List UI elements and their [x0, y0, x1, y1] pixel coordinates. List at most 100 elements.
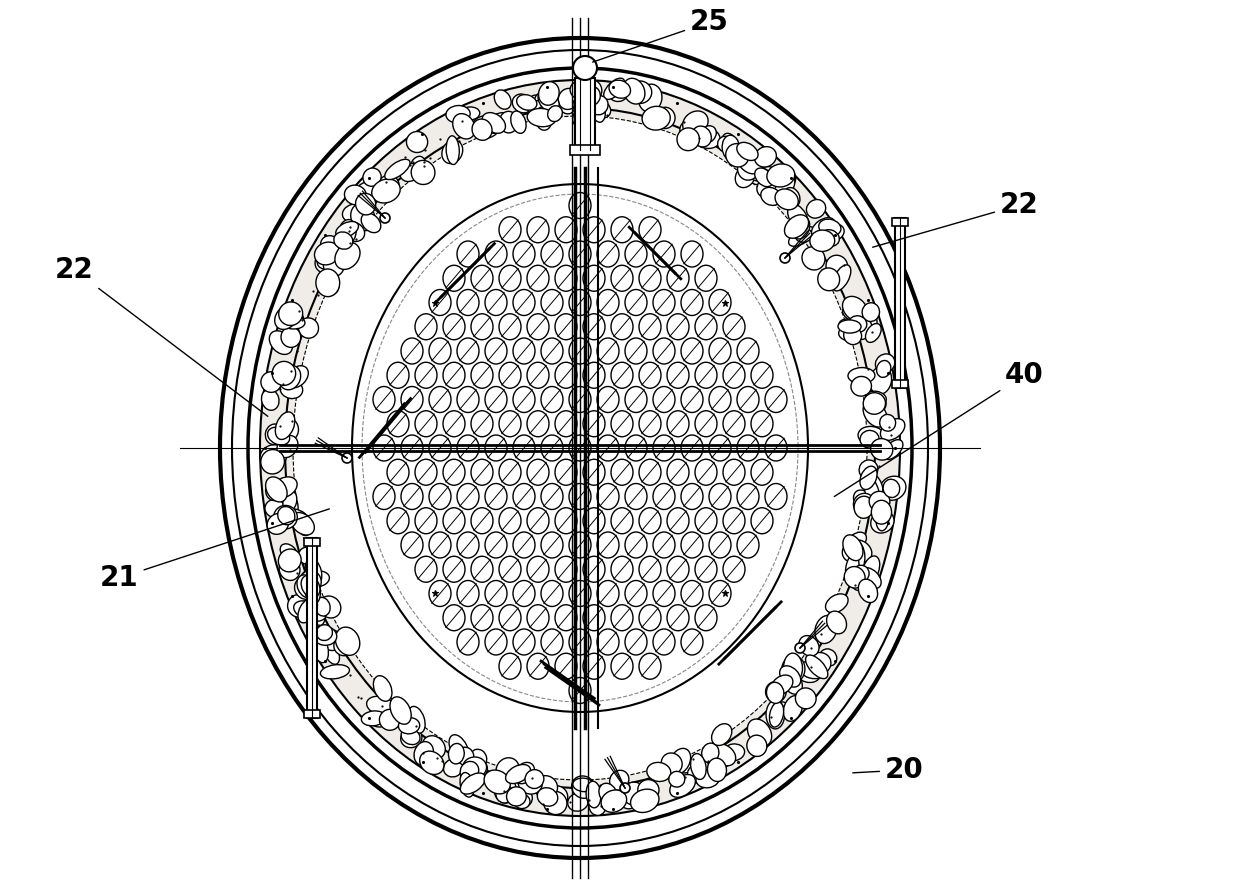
Ellipse shape — [458, 483, 479, 510]
Ellipse shape — [611, 266, 632, 291]
Ellipse shape — [709, 338, 732, 364]
Ellipse shape — [275, 412, 295, 440]
Ellipse shape — [653, 289, 675, 315]
Ellipse shape — [647, 763, 671, 781]
Ellipse shape — [443, 508, 465, 534]
Ellipse shape — [471, 508, 494, 534]
Ellipse shape — [415, 362, 436, 388]
Ellipse shape — [546, 786, 568, 809]
Ellipse shape — [842, 541, 863, 562]
Ellipse shape — [429, 435, 451, 461]
Ellipse shape — [401, 435, 423, 461]
Ellipse shape — [631, 789, 658, 813]
Ellipse shape — [513, 763, 534, 784]
Ellipse shape — [880, 476, 906, 500]
Ellipse shape — [639, 84, 662, 112]
Ellipse shape — [770, 702, 784, 727]
Ellipse shape — [260, 449, 284, 474]
Ellipse shape — [513, 241, 534, 267]
Ellipse shape — [379, 213, 391, 223]
Ellipse shape — [859, 460, 878, 480]
Ellipse shape — [485, 483, 507, 510]
Ellipse shape — [765, 435, 787, 461]
Ellipse shape — [446, 136, 459, 164]
Ellipse shape — [802, 659, 826, 678]
Ellipse shape — [336, 221, 358, 238]
Ellipse shape — [268, 427, 290, 445]
Ellipse shape — [373, 483, 396, 510]
Ellipse shape — [583, 411, 605, 437]
Ellipse shape — [870, 439, 893, 460]
Ellipse shape — [496, 757, 520, 781]
Ellipse shape — [558, 93, 575, 114]
Ellipse shape — [771, 675, 792, 694]
Ellipse shape — [312, 635, 329, 662]
Ellipse shape — [471, 605, 494, 630]
Ellipse shape — [556, 411, 577, 437]
Ellipse shape — [429, 386, 451, 413]
Text: 21: 21 — [100, 509, 330, 592]
Ellipse shape — [279, 366, 300, 390]
Ellipse shape — [471, 313, 494, 340]
Ellipse shape — [296, 575, 316, 598]
Ellipse shape — [387, 411, 409, 437]
Ellipse shape — [485, 289, 507, 315]
Ellipse shape — [590, 96, 608, 115]
Ellipse shape — [401, 338, 423, 364]
Ellipse shape — [653, 435, 675, 461]
Ellipse shape — [513, 794, 529, 809]
Ellipse shape — [443, 605, 465, 630]
Ellipse shape — [861, 471, 883, 497]
Ellipse shape — [484, 770, 511, 794]
Ellipse shape — [279, 558, 300, 581]
Ellipse shape — [723, 362, 745, 388]
Ellipse shape — [670, 757, 696, 773]
Ellipse shape — [373, 676, 392, 702]
Ellipse shape — [458, 532, 479, 558]
Ellipse shape — [278, 549, 301, 572]
Ellipse shape — [670, 774, 696, 797]
Ellipse shape — [536, 107, 552, 131]
Ellipse shape — [781, 669, 802, 694]
Ellipse shape — [449, 743, 464, 764]
Ellipse shape — [639, 508, 661, 534]
Ellipse shape — [299, 318, 319, 338]
Ellipse shape — [691, 754, 706, 780]
Ellipse shape — [608, 83, 627, 101]
Ellipse shape — [569, 386, 591, 413]
Ellipse shape — [784, 187, 800, 207]
Ellipse shape — [556, 313, 577, 340]
Ellipse shape — [498, 556, 521, 583]
Ellipse shape — [832, 265, 851, 291]
Ellipse shape — [625, 581, 647, 607]
Ellipse shape — [877, 361, 890, 377]
Ellipse shape — [639, 217, 661, 242]
Ellipse shape — [506, 765, 531, 783]
Ellipse shape — [342, 204, 365, 222]
Ellipse shape — [446, 106, 470, 123]
Ellipse shape — [694, 411, 717, 437]
Ellipse shape — [806, 200, 826, 218]
Ellipse shape — [596, 629, 619, 655]
Ellipse shape — [611, 508, 632, 534]
Ellipse shape — [485, 581, 507, 607]
Ellipse shape — [299, 547, 315, 564]
Ellipse shape — [821, 230, 839, 246]
Ellipse shape — [766, 682, 784, 703]
Ellipse shape — [412, 161, 435, 185]
Ellipse shape — [681, 289, 703, 315]
Ellipse shape — [587, 781, 601, 808]
Ellipse shape — [751, 362, 773, 388]
Ellipse shape — [573, 778, 594, 791]
Ellipse shape — [316, 600, 336, 615]
Ellipse shape — [694, 266, 717, 291]
Text: 22: 22 — [873, 191, 1039, 247]
Ellipse shape — [681, 629, 703, 655]
Ellipse shape — [609, 80, 630, 99]
Ellipse shape — [590, 98, 605, 123]
Ellipse shape — [517, 95, 537, 110]
Ellipse shape — [319, 596, 341, 618]
Ellipse shape — [458, 581, 479, 607]
Bar — [892, 380, 908, 388]
Ellipse shape — [538, 82, 559, 105]
